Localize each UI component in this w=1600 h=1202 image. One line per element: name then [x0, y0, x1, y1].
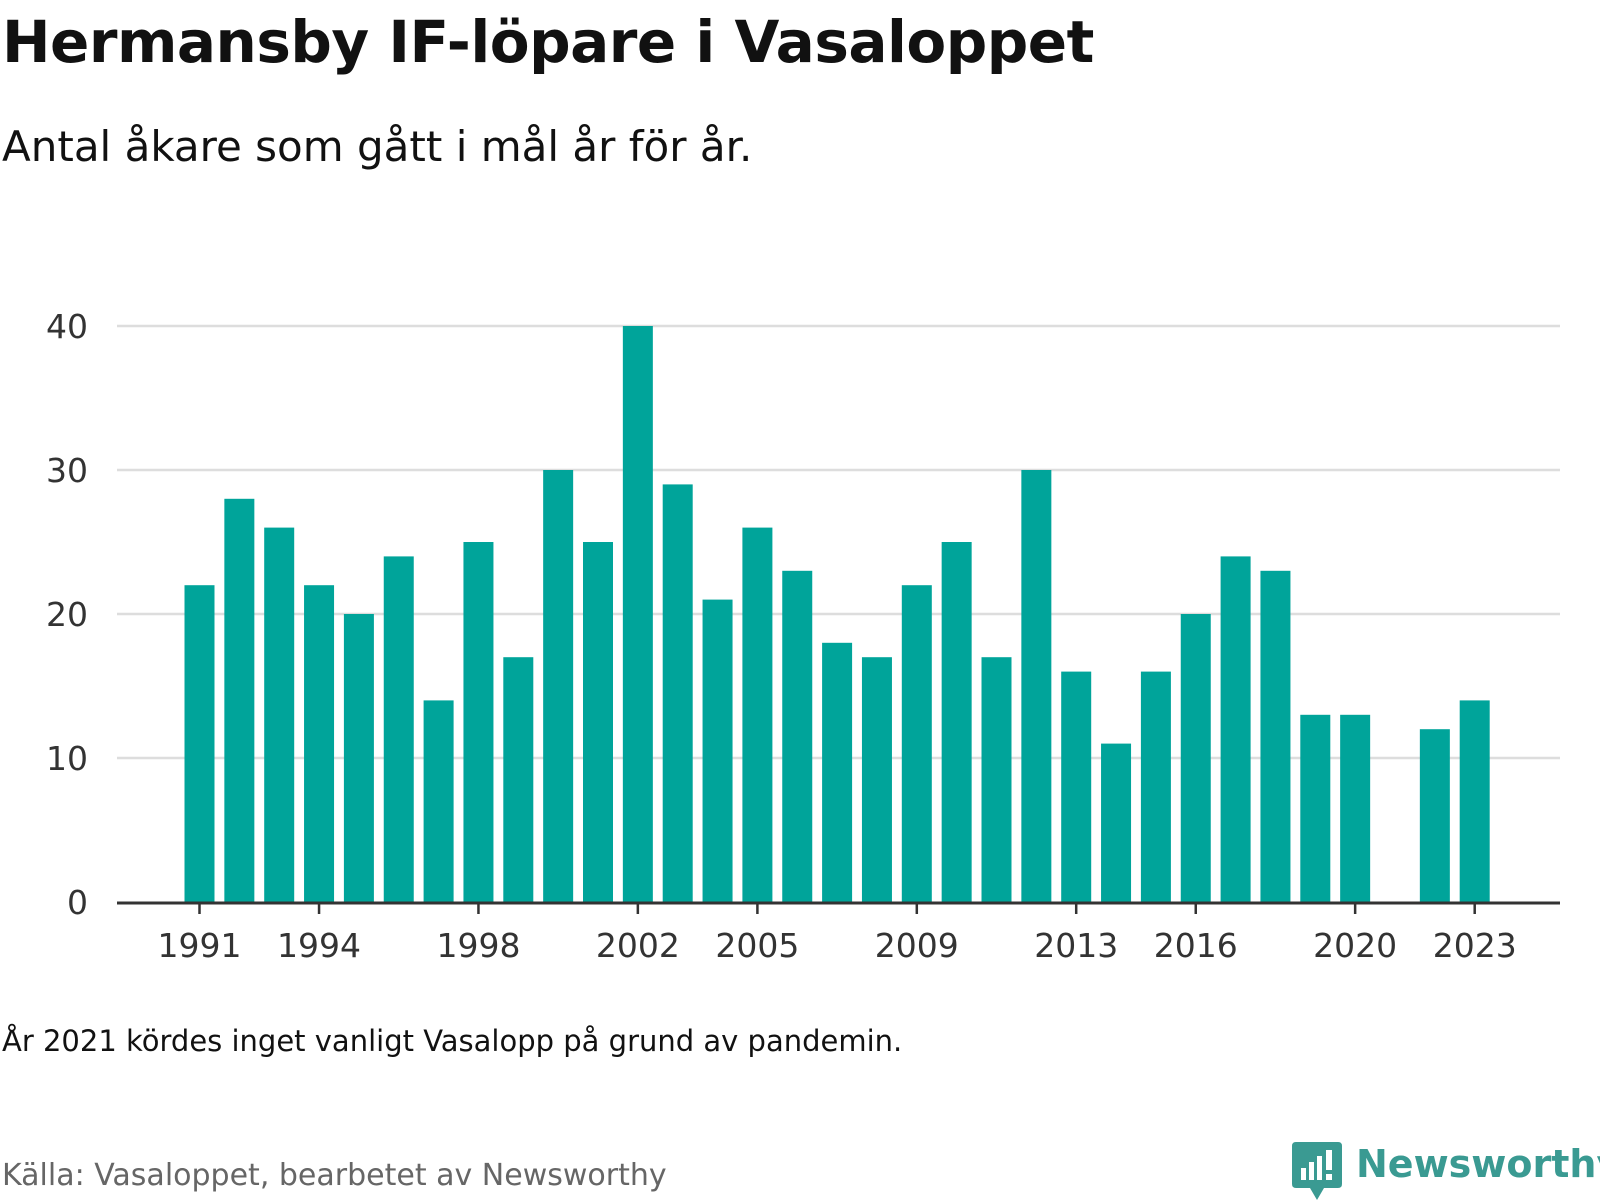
x-tick-label-1991: 1991: [158, 926, 242, 965]
bar-1995: [343, 614, 374, 902]
bar-1997: [423, 700, 454, 902]
brand-name: Newsworthy: [1356, 1142, 1600, 1186]
bar-2007: [822, 642, 853, 902]
x-tick-label-2002: 2002: [596, 926, 680, 965]
bar-chart-speech-bubble-icon: [1292, 1142, 1342, 1200]
y-tick-label-20: 20: [46, 595, 88, 634]
bar-2019: [1300, 714, 1331, 902]
bar-2004: [702, 599, 733, 902]
bar-2023: [1459, 700, 1490, 902]
chart-subtitle: Antal åkare som gått i mål år för år.: [2, 122, 753, 171]
bar-2012: [1021, 470, 1052, 902]
bar-1991: [184, 585, 215, 902]
bar-2008: [861, 657, 892, 902]
bar-2011: [981, 657, 1012, 902]
x-tick-label-2023: 2023: [1433, 926, 1517, 965]
source-credit: Källa: Vasaloppet, bearbetet av Newswort…: [2, 1158, 667, 1193]
bar-2001: [583, 542, 613, 902]
chart-title: Hermansby IF-löpare i Vasaloppet: [2, 8, 1094, 76]
bar-2016: [1180, 614, 1211, 902]
bar-1999: [503, 657, 534, 902]
x-tick-label-2013: 2013: [1034, 926, 1118, 965]
bar-2000: [543, 470, 574, 902]
bar-2003: [662, 484, 693, 902]
bar-2006: [782, 570, 813, 902]
x-tick-label-2020: 2020: [1313, 926, 1397, 965]
bar-2014: [1101, 743, 1132, 902]
chart-note: År 2021 kördes inget vanligt Vasalopp på…: [2, 1024, 903, 1058]
bar-2017: [1220, 556, 1251, 902]
bar-2018: [1260, 570, 1291, 902]
x-tick-label-2005: 2005: [715, 926, 799, 965]
bar-1996: [383, 556, 414, 902]
bar-2013: [1061, 671, 1092, 902]
bar-2002: [622, 326, 653, 902]
bar-2015: [1140, 671, 1171, 902]
x-tick-label-1994: 1994: [277, 926, 361, 965]
y-tick-label-0: 0: [67, 883, 88, 922]
bar-2022: [1419, 729, 1450, 902]
bar-1993: [264, 527, 295, 902]
bar-2009: [901, 585, 932, 902]
bar-2010: [941, 542, 972, 902]
bar-2005: [742, 527, 773, 902]
bar-1998: [463, 542, 494, 902]
y-tick-label-30: 30: [46, 451, 88, 490]
axes: 0 10 20 30 40 1991 1994 1998 2002 2005 2009 2013 201…: [46, 307, 1560, 965]
bar-1992: [224, 498, 255, 902]
x-tick-label-2009: 2009: [875, 926, 959, 965]
y-tick-label-10: 10: [46, 739, 88, 778]
x-tick-label-2016: 2016: [1154, 926, 1238, 965]
bar-2020: [1340, 714, 1371, 902]
bars: [184, 326, 1490, 902]
bar-chart: 0 10 20 30 40 1991 1994 1998 2002 2005 2009 2013 201…: [46, 307, 1560, 965]
brand-logo: Newsworthy: [1292, 1142, 1600, 1202]
bar-1994: [304, 585, 335, 902]
y-tick-label-40: 40: [46, 307, 88, 346]
x-tick-label-1998: 1998: [436, 926, 520, 965]
